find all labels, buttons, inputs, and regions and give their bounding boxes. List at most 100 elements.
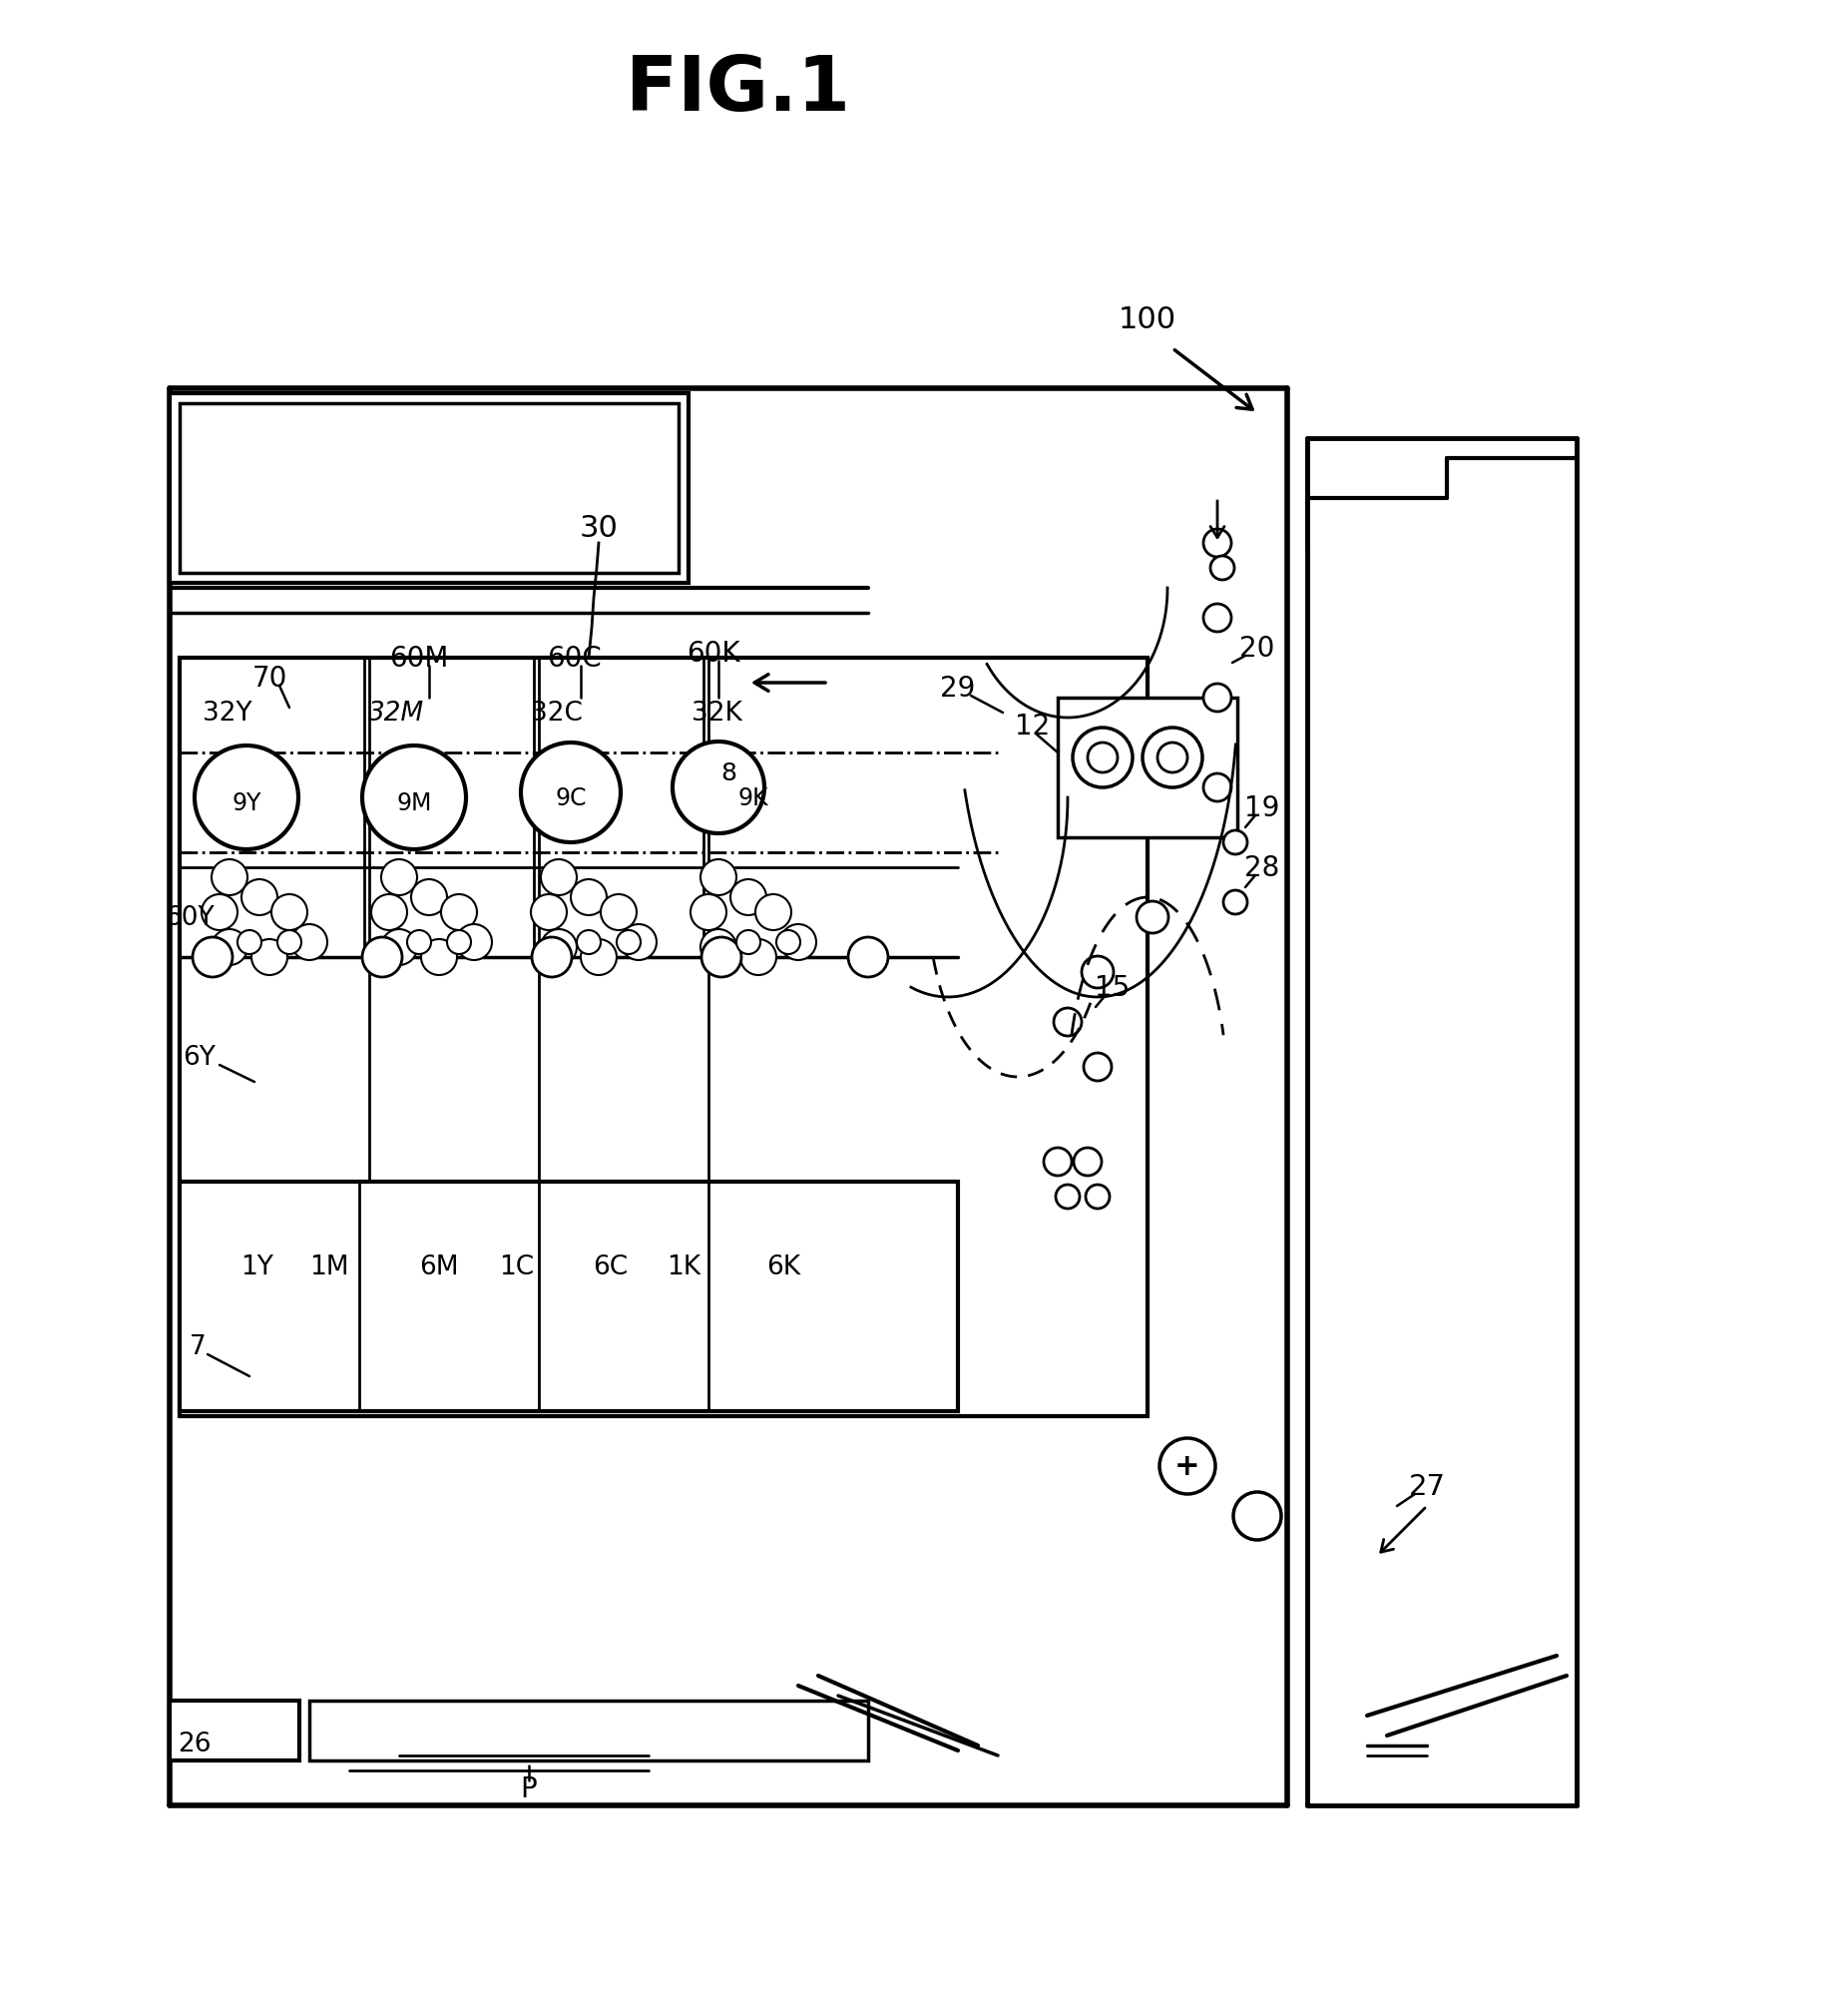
Text: 32K: 32K — [691, 700, 741, 726]
Text: 27: 27 — [1408, 1473, 1445, 1501]
Text: 1Y: 1Y — [240, 1255, 274, 1281]
Circle shape — [691, 894, 726, 930]
Circle shape — [1203, 604, 1231, 632]
Circle shape — [381, 860, 418, 896]
Circle shape — [736, 930, 760, 954]
Text: 20: 20 — [1240, 634, 1275, 662]
Text: 19: 19 — [1244, 794, 1281, 822]
Circle shape — [362, 746, 466, 850]
Text: 9C: 9C — [554, 786, 586, 810]
Text: 30: 30 — [578, 514, 617, 542]
Text: 9Y: 9Y — [231, 790, 261, 814]
Text: 9K: 9K — [737, 786, 769, 810]
Circle shape — [381, 930, 418, 966]
Circle shape — [780, 924, 817, 960]
Circle shape — [617, 930, 641, 954]
Circle shape — [1053, 1009, 1081, 1037]
Circle shape — [1072, 728, 1133, 788]
Circle shape — [456, 924, 492, 960]
Circle shape — [1203, 684, 1231, 712]
Circle shape — [730, 880, 767, 916]
Circle shape — [242, 880, 277, 916]
Circle shape — [1081, 956, 1114, 988]
Text: 32C: 32C — [530, 700, 582, 726]
Circle shape — [410, 880, 447, 916]
Circle shape — [1137, 902, 1168, 934]
Circle shape — [1088, 742, 1118, 772]
Text: 6K: 6K — [767, 1255, 800, 1281]
Text: 9M: 9M — [397, 790, 432, 814]
Text: 28: 28 — [1246, 854, 1281, 882]
Text: 32Y: 32Y — [203, 700, 253, 726]
Bar — [170, 1701, 299, 1761]
Circle shape — [577, 930, 601, 954]
Circle shape — [447, 930, 471, 954]
Text: 29: 29 — [941, 674, 976, 702]
Circle shape — [530, 894, 567, 930]
Circle shape — [407, 930, 431, 954]
Circle shape — [211, 930, 248, 966]
Circle shape — [194, 746, 298, 850]
Text: 15: 15 — [1096, 974, 1131, 1000]
Circle shape — [1233, 1493, 1281, 1541]
Circle shape — [1074, 1149, 1101, 1177]
Circle shape — [238, 930, 261, 954]
Text: 60C: 60C — [547, 644, 601, 672]
Bar — [309, 1701, 869, 1761]
Circle shape — [371, 894, 407, 930]
Circle shape — [1085, 1185, 1109, 1209]
Circle shape — [1157, 742, 1188, 772]
Circle shape — [211, 860, 248, 896]
Circle shape — [532, 938, 571, 978]
Text: 8: 8 — [721, 760, 736, 784]
Text: 6Y: 6Y — [183, 1045, 216, 1071]
Text: 60M: 60M — [390, 644, 449, 672]
Circle shape — [741, 940, 776, 976]
Circle shape — [601, 894, 636, 930]
Text: 1K: 1K — [667, 1255, 700, 1281]
Circle shape — [571, 880, 606, 916]
Text: 6C: 6C — [593, 1255, 628, 1281]
Text: 60Y: 60Y — [164, 904, 214, 930]
Text: 1M: 1M — [309, 1255, 349, 1281]
Text: P: P — [521, 1775, 538, 1803]
Circle shape — [292, 924, 327, 960]
Circle shape — [521, 742, 621, 842]
Text: FIG.1: FIG.1 — [626, 52, 850, 126]
Circle shape — [421, 940, 456, 976]
Bar — [179, 404, 678, 574]
Text: 12: 12 — [1015, 712, 1050, 740]
Circle shape — [1159, 1439, 1216, 1495]
Circle shape — [700, 930, 736, 966]
Circle shape — [251, 940, 288, 976]
Circle shape — [776, 930, 800, 954]
Text: 70: 70 — [251, 664, 286, 692]
Circle shape — [1223, 890, 1247, 914]
Text: 26: 26 — [177, 1731, 211, 1757]
Text: 7: 7 — [188, 1335, 205, 1359]
Circle shape — [362, 938, 403, 978]
Circle shape — [756, 894, 791, 930]
Circle shape — [1223, 830, 1247, 854]
Circle shape — [673, 742, 765, 834]
Circle shape — [702, 938, 741, 978]
Text: 32M: 32M — [368, 700, 425, 726]
Text: +: + — [1175, 1453, 1199, 1481]
Text: 100: 100 — [1118, 304, 1177, 334]
Circle shape — [1210, 556, 1234, 580]
Bar — [179, 1183, 957, 1411]
Circle shape — [192, 938, 233, 978]
Circle shape — [621, 924, 656, 960]
Circle shape — [848, 938, 889, 978]
Circle shape — [1203, 774, 1231, 802]
Text: 6M: 6M — [419, 1255, 458, 1281]
Bar — [170, 394, 689, 584]
Bar — [1057, 698, 1238, 838]
Circle shape — [442, 894, 477, 930]
Circle shape — [277, 930, 301, 954]
Circle shape — [580, 940, 617, 976]
Circle shape — [700, 860, 736, 896]
Circle shape — [201, 894, 238, 930]
Circle shape — [541, 860, 577, 896]
Circle shape — [1055, 1185, 1079, 1209]
